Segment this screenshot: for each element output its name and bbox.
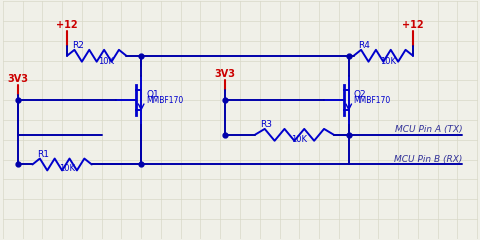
Text: R1: R1 bbox=[37, 150, 49, 159]
Text: 3V3: 3V3 bbox=[7, 74, 28, 84]
Text: MCU Pin A (TX): MCU Pin A (TX) bbox=[394, 125, 461, 134]
Text: +12: +12 bbox=[56, 20, 78, 30]
Text: R4: R4 bbox=[358, 41, 370, 50]
Text: 3V3: 3V3 bbox=[214, 70, 235, 79]
Text: +12: +12 bbox=[401, 20, 423, 30]
Text: MCU Pin B (RX): MCU Pin B (RX) bbox=[393, 155, 461, 163]
Text: Q2: Q2 bbox=[353, 90, 366, 99]
Text: R2: R2 bbox=[72, 41, 84, 50]
Text: 10K: 10K bbox=[59, 164, 75, 173]
Text: MMBF170: MMBF170 bbox=[146, 96, 183, 105]
Text: 10K: 10K bbox=[380, 57, 396, 66]
Text: MMBF170: MMBF170 bbox=[353, 96, 390, 105]
Text: Q1: Q1 bbox=[146, 90, 158, 99]
Text: 10K: 10K bbox=[98, 57, 114, 66]
Text: R3: R3 bbox=[259, 120, 271, 129]
Text: 10K: 10K bbox=[291, 135, 307, 144]
